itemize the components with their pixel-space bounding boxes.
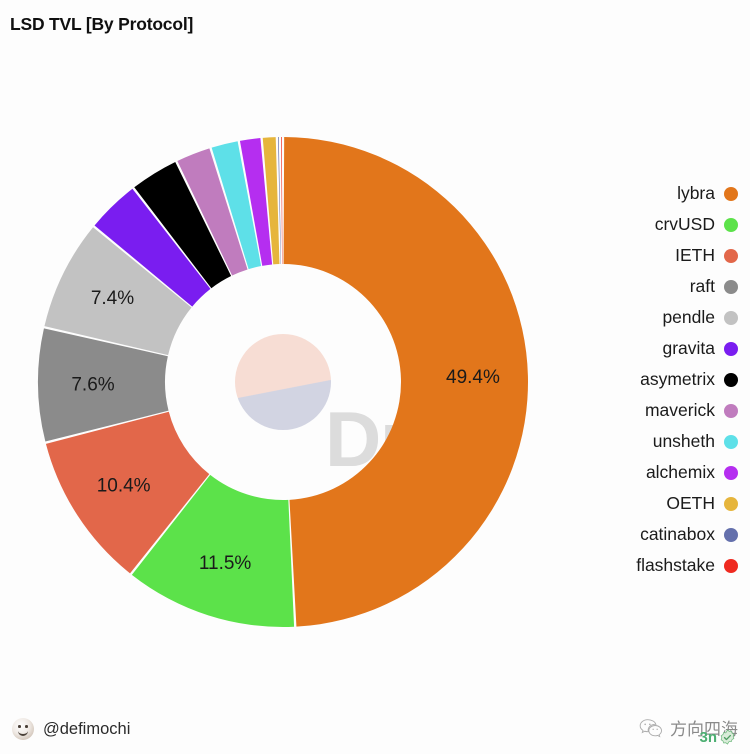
slice-percent-label-raft: 7.6% [71, 374, 114, 395]
legend-color-swatch-icon [724, 186, 738, 201]
legend-color-swatch-icon [724, 310, 738, 325]
donut-chart-svg: 49.4% 11.5% 10.4% 7.6% 7.4% [37, 137, 528, 627]
legend-item-label: crvUSD [654, 213, 715, 234]
legend-item-crvusd[interactable]: crvUSD [553, 209, 738, 240]
legend-item-label: flashstake [636, 554, 715, 575]
verified-badge: 3n [699, 729, 736, 746]
wechat-account-name: 方向四海 [670, 720, 738, 739]
legend-item-flashstake[interactable]: flashstake [553, 550, 738, 581]
pie-slice-pendle[interactable] [44, 227, 192, 356]
legend-item-label: gravita [662, 337, 715, 358]
verified-check-icon [720, 729, 735, 745]
legend-color-swatch-icon [724, 217, 738, 232]
pie-slice-crvusd[interactable] [131, 474, 295, 627]
author-handle: @defimochi [43, 719, 131, 738]
legend-color-swatch-icon [724, 403, 738, 418]
legend-item-gravita[interactable]: gravita [553, 333, 738, 364]
legend-color-swatch-icon [724, 496, 738, 511]
pie-slice-gravita[interactable] [94, 188, 211, 307]
legend-color-swatch-icon [724, 372, 738, 387]
badge-count-label: 3n [699, 729, 717, 746]
slice-percent-label-lybra: 49.4% [446, 367, 500, 388]
legend-item-oeth[interactable]: OETH [553, 488, 738, 519]
legend-color-swatch-icon [724, 558, 738, 573]
pie-slice-oeth[interactable] [262, 137, 280, 265]
legend-item-ieth[interactable]: IETH [553, 240, 738, 271]
slice-percent-label-crvusd: 11.5% [199, 553, 252, 574]
legend-item-catinabox[interactable]: catinabox [553, 519, 738, 550]
legend-item-label: pendle [662, 306, 715, 327]
legend-item-maverick[interactable]: maverick [553, 395, 738, 426]
legend-item-label: unsheth [652, 430, 715, 451]
author-attribution: @defimochi [12, 718, 130, 740]
legend-item-label: OETH [666, 492, 715, 513]
legend-item-label: asymetrix [640, 368, 715, 389]
legend-item-asymetrix[interactable]: asymetrix [553, 364, 738, 395]
legend-item-label: maverick [644, 399, 715, 420]
slice-percent-label-ieth: 10.4% [97, 475, 151, 496]
legend-item-unsheth[interactable]: unsheth [553, 426, 738, 457]
pie-slice-asymetrix[interactable] [134, 161, 232, 289]
legend-item-label: catinabox [640, 523, 715, 544]
page-title: LSD TVL [By Protocol] [10, 14, 194, 34]
legend-color-swatch-icon [724, 434, 738, 449]
pie-slice-unsheth[interactable] [211, 141, 262, 270]
legend-color-swatch-icon [724, 465, 738, 480]
mochi-avatar-icon [12, 718, 34, 740]
legend-color-swatch-icon [724, 527, 738, 542]
chart-legend: lybra crvUSD IETH raft pendle gravita asymetri… [553, 178, 738, 581]
wechat-attribution: 方向四海 [639, 715, 738, 740]
legend-color-swatch-icon [724, 248, 738, 263]
pie-slice-maverick[interactable] [177, 148, 248, 276]
pie-slice-ieth[interactable] [45, 411, 210, 574]
slice-percent-label-pendle: 7.4% [91, 288, 134, 309]
pie-slice-labels: 49.4% 11.5% 10.4% 7.6% 7.4% [71, 288, 500, 574]
legend-item-raft[interactable]: raft [553, 271, 738, 302]
legend-item-pendle[interactable]: pendle [553, 302, 738, 333]
pie-slice-lybra[interactable] [283, 137, 528, 627]
legend-item-alchemix[interactable]: alchemix [553, 457, 738, 488]
pie-slices [37, 137, 528, 627]
pie-slice-raft[interactable] [37, 328, 169, 442]
legend-item-lybra[interactable]: lybra [553, 178, 738, 209]
legend-item-label: raft [689, 275, 715, 296]
pie-slice-flashstake[interactable] [281, 137, 283, 265]
legend-item-label: lybra [677, 182, 715, 203]
wechat-icon [639, 718, 662, 737]
donut-chart: Dune 49.4%11.5%10.4%7.6%7.4% [0, 60, 575, 690]
pie-slice-alchemix[interactable] [239, 138, 273, 266]
legend-color-swatch-icon [724, 341, 738, 356]
legend-item-label: IETH [675, 244, 715, 265]
pie-slice-catinabox[interactable] [278, 137, 281, 265]
legend-color-swatch-icon [724, 279, 738, 294]
legend-item-label: alchemix [645, 461, 715, 482]
